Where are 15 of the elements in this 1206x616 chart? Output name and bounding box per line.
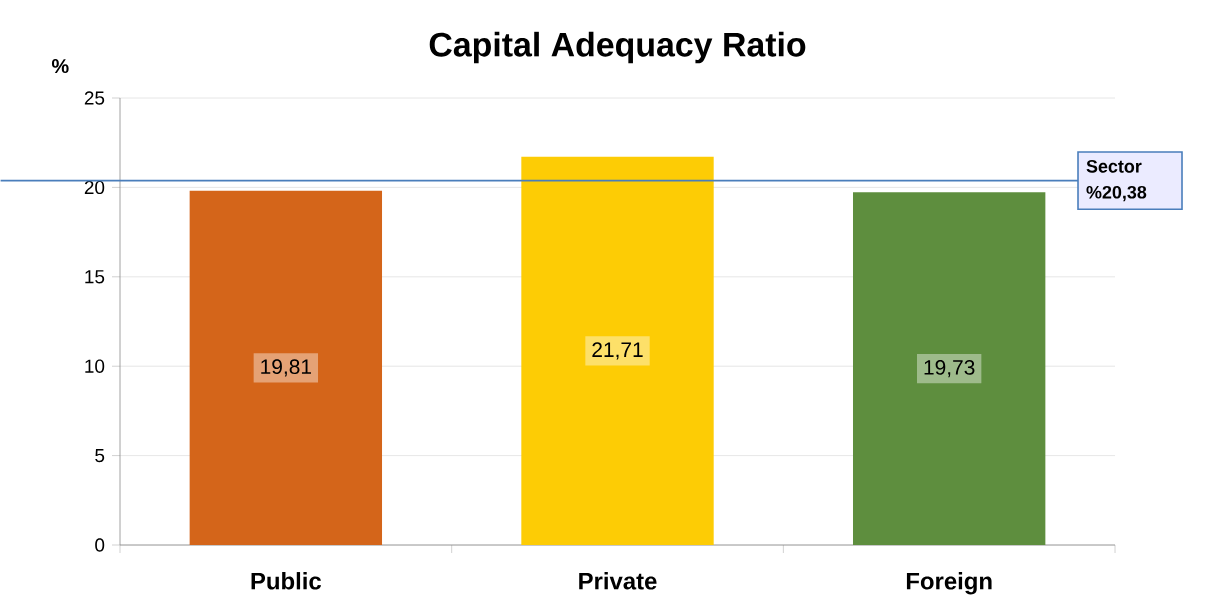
y-tick-label: 15 (85, 270, 105, 284)
y-axis-title: % (51, 59, 69, 74)
data-label: 19,81 (261, 359, 311, 377)
y-tick-label: 0 (95, 538, 105, 552)
y-tick-label: 5 (95, 448, 105, 463)
y-tick-label: 10 (85, 359, 105, 373)
x-tick-label: Private (579, 572, 657, 590)
ref-line-label: Sector %20,38 (1086, 160, 1147, 202)
y-tick-label: 25 (84, 91, 105, 105)
y-tick-label: 20 (84, 180, 105, 195)
x-tick-label: Public (251, 572, 322, 590)
x-tick-label: Foreign (906, 572, 992, 595)
chart-title: Capital Adequacy Ratio (429, 31, 806, 64)
data-label: 21,71 (592, 342, 643, 360)
data-label: 19,73 (924, 359, 975, 378)
